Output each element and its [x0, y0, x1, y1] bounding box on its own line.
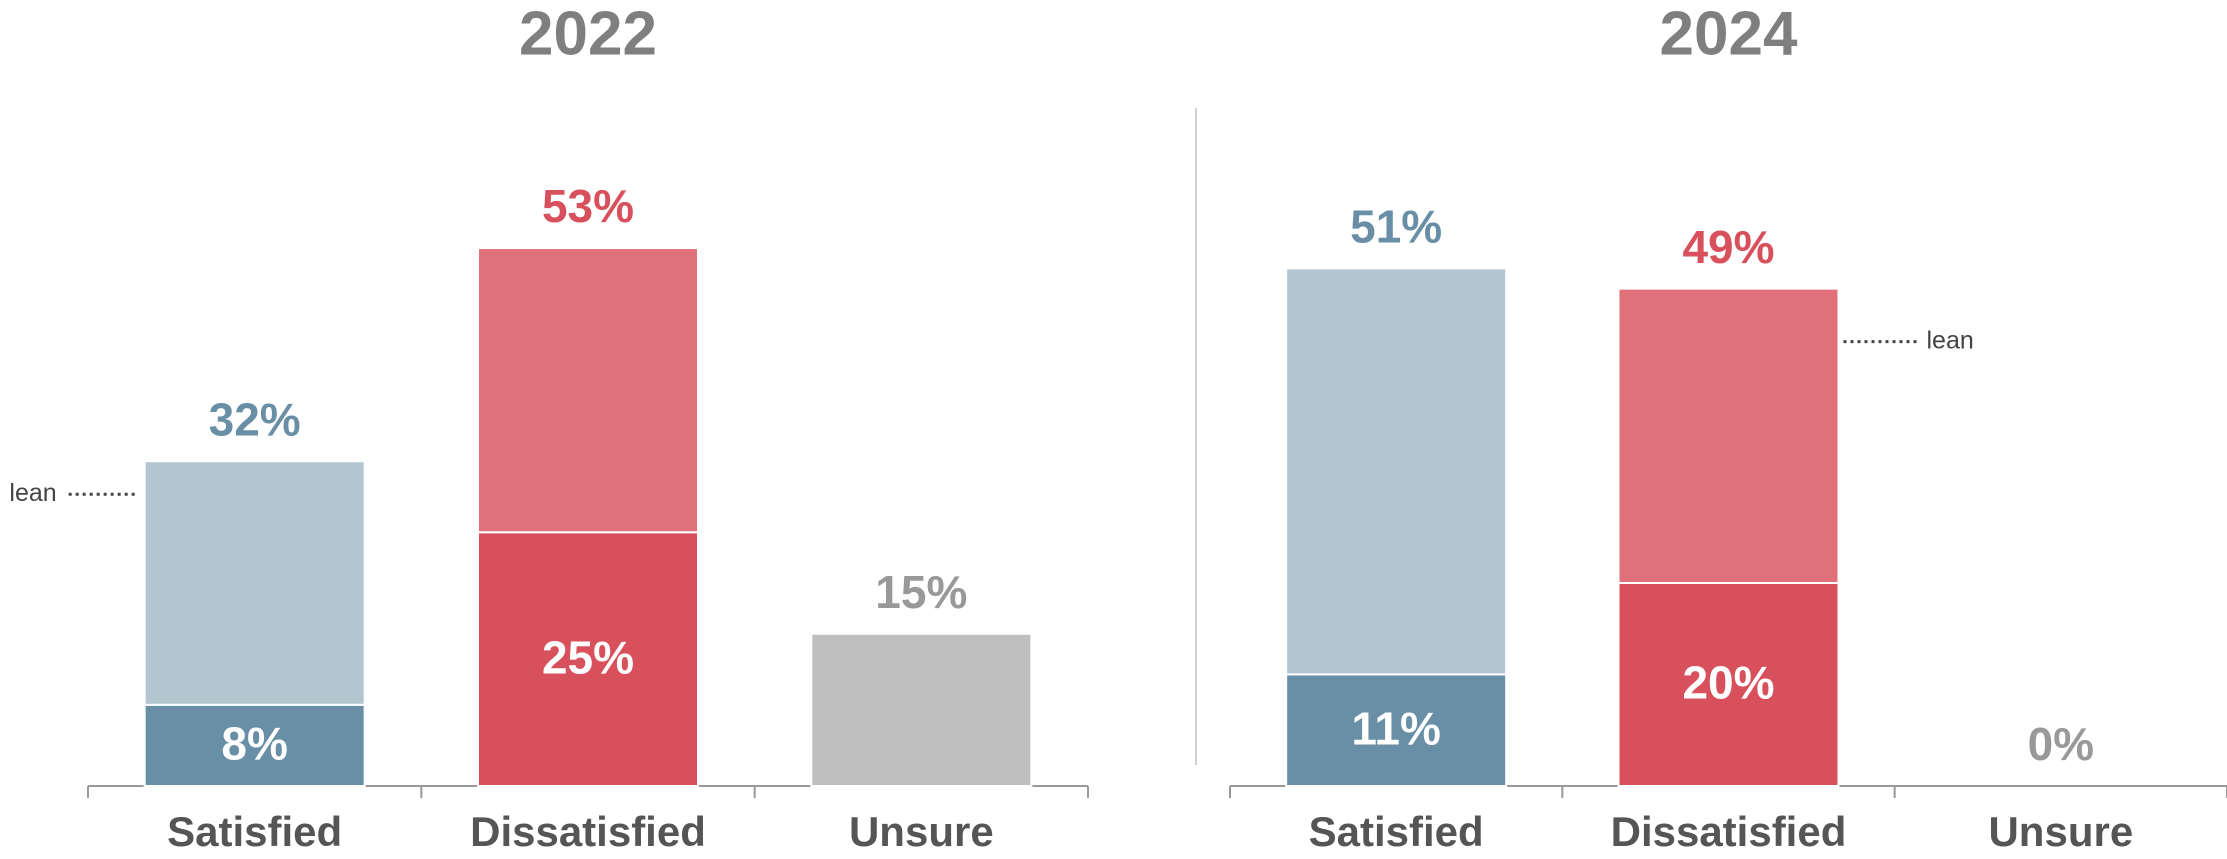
bar-segment [143, 460, 366, 706]
x-tick-label: Dissatisfied [470, 808, 706, 855]
total-label: 53% [542, 180, 634, 232]
value-label: 25% [542, 631, 634, 683]
x-tick-label: Dissatisfied [1611, 808, 1847, 855]
x-tick-label: Unsure [849, 808, 994, 855]
x-tick-label: Unsure [1988, 808, 2133, 855]
bar-segment [1617, 582, 1840, 787]
total-label: 51% [1350, 201, 1442, 253]
chart-title: 2024 [1660, 0, 1798, 68]
total-label: 49% [1682, 221, 1774, 273]
bar-segment [477, 247, 699, 534]
chart-title: 2022 [519, 0, 657, 68]
bar-segment [810, 632, 1033, 787]
total-label: 32% [209, 393, 301, 445]
value-label: 15% [875, 566, 967, 618]
value-label: 0% [2028, 718, 2094, 770]
lean-label: lean [9, 479, 56, 507]
value-label: 8% [221, 718, 287, 770]
bar-segment [477, 531, 699, 787]
bar-segment [1285, 267, 1508, 676]
bar-segment [1617, 287, 1840, 584]
lean-label: lean [1927, 326, 1974, 354]
x-tick-label: Satisfied [1309, 808, 1484, 855]
x-tick-label: Satisfied [167, 808, 342, 855]
value-label: 20% [1682, 657, 1774, 709]
bar-segment [1285, 673, 1508, 787]
value-label: 11% [1351, 702, 1441, 754]
bar-segment [143, 703, 366, 787]
